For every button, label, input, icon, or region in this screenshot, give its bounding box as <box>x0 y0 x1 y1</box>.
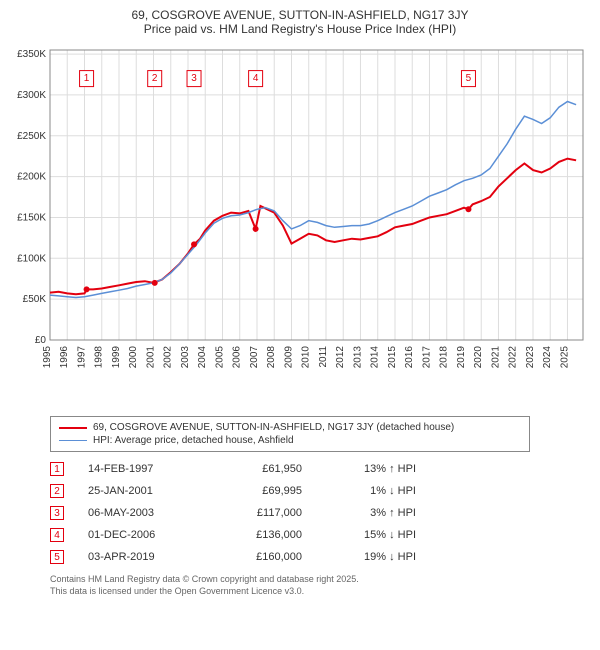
svg-text:£350K: £350K <box>17 49 46 60</box>
footer-attribution: Contains HM Land Registry data © Crown c… <box>50 574 550 597</box>
svg-text:£300K: £300K <box>17 90 46 101</box>
sale-point-3 <box>191 241 197 247</box>
svg-text:1997: 1997 <box>76 346 87 369</box>
svg-text:5: 5 <box>466 73 472 84</box>
svg-text:2014: 2014 <box>370 346 381 369</box>
sales-row: 1 14-FEB-1997 £61,950 13% ↑ HPI <box>50 458 530 480</box>
svg-text:1999: 1999 <box>111 346 122 369</box>
svg-text:2022: 2022 <box>508 346 519 369</box>
svg-text:2007: 2007 <box>249 346 260 369</box>
svg-text:2009: 2009 <box>283 346 294 369</box>
sales-row: 4 01-DEC-2006 £136,000 15% ↓ HPI <box>50 524 530 546</box>
legend-swatch <box>59 440 87 442</box>
svg-text:£100K: £100K <box>17 253 46 264</box>
svg-text:2013: 2013 <box>352 346 363 369</box>
svg-text:2016: 2016 <box>404 346 415 369</box>
sales-date: 25-JAN-2001 <box>88 485 198 497</box>
svg-text:2012: 2012 <box>335 346 346 369</box>
svg-text:2010: 2010 <box>301 346 312 369</box>
footer-line2: This data is licensed under the Open Gov… <box>50 586 550 598</box>
sales-row: 2 25-JAN-2001 £69,995 1% ↓ HPI <box>50 480 530 502</box>
sales-price: £117,000 <box>222 507 302 519</box>
sales-price: £61,950 <box>222 463 302 475</box>
sales-row: 5 03-APR-2019 £160,000 19% ↓ HPI <box>50 546 530 568</box>
chart-title: 69, COSGROVE AVENUE, SUTTON-IN-ASHFIELD,… <box>8 8 592 36</box>
svg-text:2005: 2005 <box>214 346 225 369</box>
svg-text:2019: 2019 <box>456 346 467 369</box>
svg-text:1998: 1998 <box>94 346 105 369</box>
svg-text:1995: 1995 <box>42 346 53 369</box>
legend-label: 69, COSGROVE AVENUE, SUTTON-IN-ASHFIELD,… <box>93 422 454 433</box>
svg-text:1: 1 <box>84 73 90 84</box>
sale-point-5 <box>465 206 471 212</box>
svg-text:2023: 2023 <box>525 346 536 369</box>
legend-item: 69, COSGROVE AVENUE, SUTTON-IN-ASHFIELD,… <box>59 421 521 434</box>
legend: 69, COSGROVE AVENUE, SUTTON-IN-ASHFIELD,… <box>50 416 530 452</box>
svg-text:2003: 2003 <box>180 346 191 369</box>
sales-diff: 15% ↓ HPI <box>326 529 416 541</box>
svg-text:£150K: £150K <box>17 212 46 223</box>
sales-price: £136,000 <box>222 529 302 541</box>
sales-diff: 3% ↑ HPI <box>326 507 416 519</box>
sales-row: 3 06-MAY-2003 £117,000 3% ↑ HPI <box>50 502 530 524</box>
svg-text:2024: 2024 <box>542 346 553 369</box>
svg-text:2011: 2011 <box>318 346 329 368</box>
svg-text:2008: 2008 <box>266 346 277 369</box>
sales-diff: 13% ↑ HPI <box>326 463 416 475</box>
title-address: 69, COSGROVE AVENUE, SUTTON-IN-ASHFIELD,… <box>8 8 592 22</box>
sales-date: 03-APR-2019 <box>88 551 198 563</box>
svg-text:2020: 2020 <box>473 346 484 369</box>
svg-text:2025: 2025 <box>559 346 570 369</box>
sales-date: 06-MAY-2003 <box>88 507 198 519</box>
svg-text:2018: 2018 <box>439 346 450 369</box>
legend-item: HPI: Average price, detached house, Ashf… <box>59 434 521 447</box>
svg-text:2004: 2004 <box>197 346 208 369</box>
svg-text:£250K: £250K <box>17 131 46 142</box>
legend-label: HPI: Average price, detached house, Ashf… <box>93 435 294 446</box>
sales-price: £69,995 <box>222 485 302 497</box>
sales-diff: 1% ↓ HPI <box>326 485 416 497</box>
svg-text:2017: 2017 <box>421 346 432 369</box>
svg-text:1996: 1996 <box>59 346 70 369</box>
legend-swatch <box>59 427 87 429</box>
svg-text:4: 4 <box>253 73 259 84</box>
sales-marker-box: 5 <box>50 550 64 564</box>
svg-text:2015: 2015 <box>387 346 398 369</box>
svg-text:2006: 2006 <box>232 346 243 369</box>
title-subtitle: Price paid vs. HM Land Registry's House … <box>8 22 592 36</box>
svg-text:£200K: £200K <box>17 172 46 183</box>
svg-text:2: 2 <box>152 73 158 84</box>
footer-line1: Contains HM Land Registry data © Crown c… <box>50 574 550 586</box>
sales-marker-box: 4 <box>50 528 64 542</box>
sales-date: 01-DEC-2006 <box>88 529 198 541</box>
sale-point-4 <box>253 226 259 232</box>
svg-text:2021: 2021 <box>490 346 501 369</box>
svg-text:£0: £0 <box>35 335 47 346</box>
svg-text:2000: 2000 <box>128 346 139 369</box>
sales-date: 14-FEB-1997 <box>88 463 198 475</box>
svg-text:2002: 2002 <box>163 346 174 369</box>
svg-text:2001: 2001 <box>145 346 156 369</box>
sale-point-2 <box>152 280 158 286</box>
sales-marker-box: 2 <box>50 484 64 498</box>
sale-point-1 <box>84 286 90 292</box>
sales-marker-box: 1 <box>50 462 64 476</box>
sales-marker-box: 3 <box>50 506 64 520</box>
svg-text:3: 3 <box>191 73 197 84</box>
line-chart: £0 £50K £100K £150K £200K £250K £300K £350K 1995… <box>8 40 588 410</box>
sales-table: 1 14-FEB-1997 £61,950 13% ↑ HPI 2 25-JAN-2001… <box>50 458 530 568</box>
svg-text:£50K: £50K <box>23 294 47 305</box>
sales-price: £160,000 <box>222 551 302 563</box>
sales-diff: 19% ↓ HPI <box>326 551 416 563</box>
